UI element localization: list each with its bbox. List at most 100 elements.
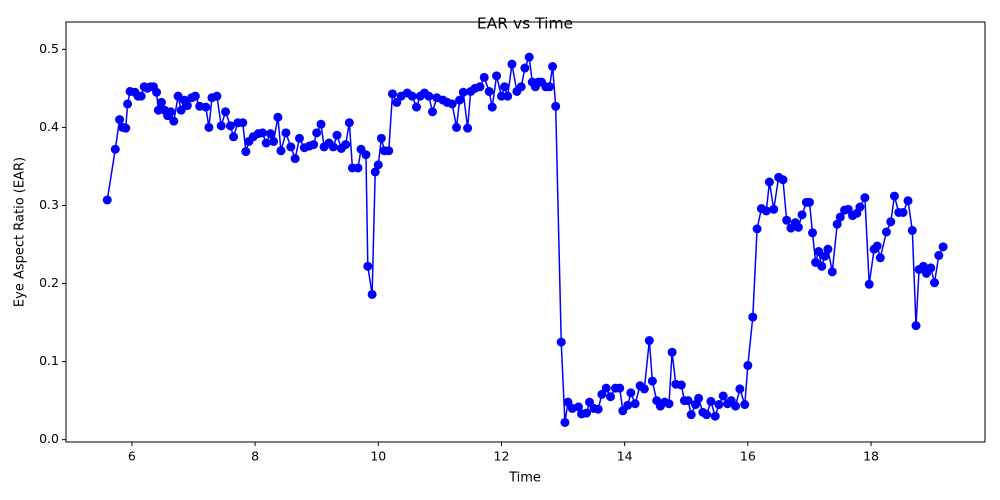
data-point (886, 217, 896, 227)
data-point (903, 196, 913, 206)
data-point (367, 289, 377, 299)
data-point (487, 102, 497, 112)
data-point (484, 86, 494, 96)
data-point (328, 142, 338, 152)
data-point (934, 250, 944, 260)
x-tick-label: 10 (370, 449, 386, 464)
data-point (261, 138, 271, 148)
data-point (639, 384, 649, 394)
data-point (290, 154, 300, 164)
data-point (731, 401, 741, 411)
data-point (479, 72, 489, 82)
data-point (581, 408, 591, 418)
data-point (387, 89, 397, 99)
data-point (686, 410, 696, 420)
data-point (110, 144, 120, 154)
plot-frame (65, 21, 986, 443)
data-point (764, 177, 774, 187)
data-point (269, 136, 279, 146)
data-point (551, 101, 561, 111)
data-point (593, 404, 603, 414)
data-point (898, 207, 908, 217)
data-point (694, 393, 704, 403)
data-point (221, 107, 231, 117)
data-point (520, 63, 530, 73)
data-point (832, 219, 842, 229)
data-point (864, 279, 874, 289)
data-point (606, 392, 616, 402)
data-point (182, 101, 192, 111)
data-point (615, 383, 625, 393)
data-point (556, 337, 566, 347)
data-point (630, 399, 640, 409)
data-point (748, 312, 758, 322)
x-tick-label: 14 (617, 449, 633, 464)
y-axis-label: Eye Aspect Ratio (EAR) (13, 157, 28, 307)
x-tick-label: 6 (128, 449, 136, 464)
data-point (823, 244, 833, 254)
y-tick-label: 0.5 (39, 41, 59, 56)
x-tick-label: 12 (494, 449, 510, 464)
data-point (740, 400, 750, 410)
data-point (503, 91, 513, 101)
data-point (710, 411, 720, 421)
data-point (907, 225, 917, 235)
data-point (683, 396, 693, 406)
data-point (793, 222, 803, 232)
data-point (276, 146, 286, 156)
data-point (411, 102, 421, 112)
data-point (647, 376, 657, 386)
data-point (281, 128, 291, 138)
data-point (860, 193, 870, 203)
data-point (516, 82, 526, 92)
data-point (273, 112, 283, 122)
data-point (623, 400, 633, 410)
data-point (115, 115, 125, 125)
x-tick-label: 18 (863, 449, 879, 464)
data-point (294, 133, 304, 143)
data-point (316, 119, 326, 129)
y-tick-label: 0.3 (39, 197, 59, 212)
data-point (752, 224, 762, 234)
data-point (835, 212, 845, 222)
data-point (312, 128, 322, 138)
data-point (918, 261, 928, 271)
data-point (573, 402, 583, 412)
data-point (241, 147, 251, 157)
data-point (376, 133, 386, 143)
data-point (718, 391, 728, 401)
data-point (427, 107, 437, 117)
data-point (817, 261, 827, 271)
data-point (458, 87, 468, 97)
data-point (545, 82, 555, 92)
x-tick-label: 8 (251, 449, 259, 464)
data-point (463, 123, 473, 133)
data-point (872, 241, 882, 251)
data-point (644, 336, 654, 346)
data-point (204, 122, 214, 132)
data-point (201, 102, 211, 112)
data-point (881, 227, 891, 237)
data-point (156, 97, 166, 107)
data-point (808, 228, 818, 238)
data-point (238, 118, 248, 128)
data-point (475, 82, 485, 92)
data-point (216, 121, 226, 131)
data-point (769, 204, 779, 214)
data-point (455, 95, 465, 105)
data-point (778, 175, 788, 185)
data-point (225, 121, 235, 131)
data-point (560, 417, 570, 427)
data-point (169, 116, 179, 126)
data-point (911, 321, 921, 331)
data-point (500, 82, 510, 92)
data-point (714, 400, 724, 410)
data-point (601, 383, 611, 393)
data-point (875, 253, 885, 263)
y-tick-label: 0.0 (39, 431, 59, 446)
data-point (123, 99, 133, 109)
data-point (929, 278, 939, 288)
data-point (761, 206, 771, 216)
data-point (344, 118, 354, 128)
